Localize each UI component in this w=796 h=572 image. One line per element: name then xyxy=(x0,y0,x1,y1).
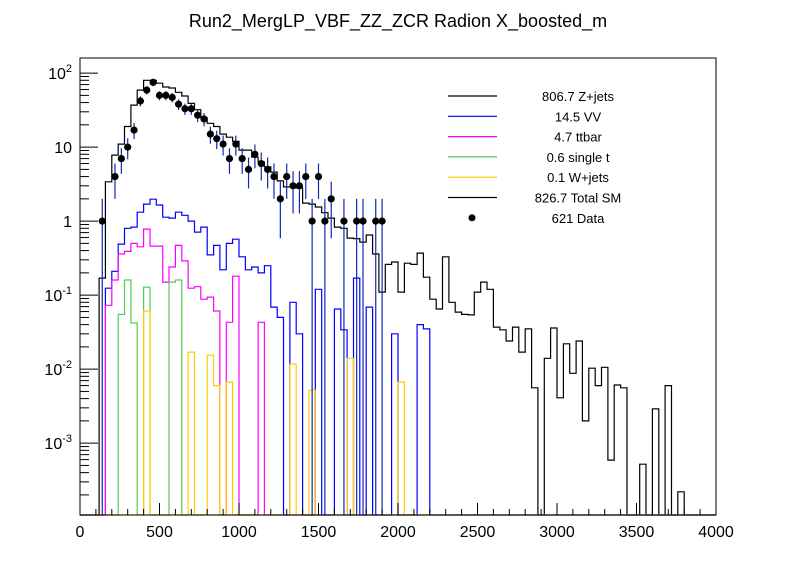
histogram-total-sm xyxy=(80,79,716,516)
data-point xyxy=(321,217,329,225)
data-point xyxy=(181,105,189,113)
x-tick-label: 3500 xyxy=(619,524,655,541)
data-point xyxy=(244,165,253,173)
x-tick-label: 4000 xyxy=(698,524,734,541)
data-point xyxy=(168,93,176,101)
data-point xyxy=(194,111,202,119)
legend-label: 806.7 Z+jets xyxy=(542,89,614,104)
data-point xyxy=(225,154,234,163)
data-point xyxy=(314,172,323,181)
x-tick-label: 0 xyxy=(76,524,85,541)
data-point xyxy=(378,217,386,225)
data-point xyxy=(257,159,265,168)
x-tick-label: 500 xyxy=(146,524,173,541)
axes: 0 500 1000 1500 2000 2500 3000 3500 4000 102 10 1 10… xyxy=(44,63,733,541)
chart-title: Run2_MergLP_VBF_ZZ_ZCR Radion X_boosted_… xyxy=(189,11,607,32)
data-point xyxy=(232,140,240,148)
x-tick-label: 3000 xyxy=(539,524,575,541)
x-tick-label: 1500 xyxy=(301,524,337,541)
data-point xyxy=(372,217,380,225)
legend-label: 14.5 VV xyxy=(555,109,602,124)
data-point xyxy=(200,115,208,123)
data-point xyxy=(238,154,246,163)
data-point xyxy=(136,97,145,105)
data-point xyxy=(302,172,310,181)
histograms xyxy=(80,79,716,516)
data-point xyxy=(143,86,151,94)
data-points xyxy=(98,78,386,515)
data-point xyxy=(130,126,138,134)
data-point xyxy=(308,217,316,225)
data-point xyxy=(359,217,367,225)
data-point xyxy=(264,165,272,173)
data-point xyxy=(187,105,195,113)
legend-label: 0.6 single t xyxy=(547,150,610,165)
x-tick-label: 2500 xyxy=(460,524,496,541)
data-point xyxy=(289,182,297,190)
data-point xyxy=(117,154,125,163)
data-point xyxy=(174,100,183,108)
legend-marker-data xyxy=(468,214,476,222)
y-tick-label: 10-3 xyxy=(44,433,72,453)
data-point xyxy=(251,150,259,158)
data-point xyxy=(276,195,284,203)
data-point xyxy=(283,172,291,181)
data-point xyxy=(353,217,361,225)
data-point xyxy=(206,130,214,138)
y-tick-label: 10-1 xyxy=(44,285,72,305)
legend-label: 826.7 Total SM xyxy=(535,191,621,206)
data-point xyxy=(270,172,278,181)
y-tick-label: 102 xyxy=(48,63,72,83)
data-point xyxy=(213,135,221,143)
data-point xyxy=(155,91,164,99)
legend-label: 621 Data xyxy=(552,211,606,226)
data-point xyxy=(219,140,227,148)
x-tick-label: 2000 xyxy=(380,524,416,541)
data-point xyxy=(327,195,335,203)
data-point xyxy=(162,91,170,99)
y-tick-label: 10-2 xyxy=(44,359,72,379)
y-tick-label: 1 xyxy=(63,214,72,231)
data-point xyxy=(124,143,132,151)
data-point xyxy=(340,217,348,225)
legend: 806.7 Z+jets 14.5 VV 4.7 ttbar 0.6 single t… xyxy=(448,89,621,226)
y-tick-label: 10 xyxy=(54,140,72,157)
legend-label: 4.7 ttbar xyxy=(554,130,602,145)
x-tick-label: 1000 xyxy=(221,524,257,541)
legend-label: 0.1 W+jets xyxy=(547,170,609,185)
data-point xyxy=(98,217,106,225)
data-point xyxy=(111,172,119,181)
data-point xyxy=(149,78,157,86)
data-point xyxy=(295,182,304,190)
